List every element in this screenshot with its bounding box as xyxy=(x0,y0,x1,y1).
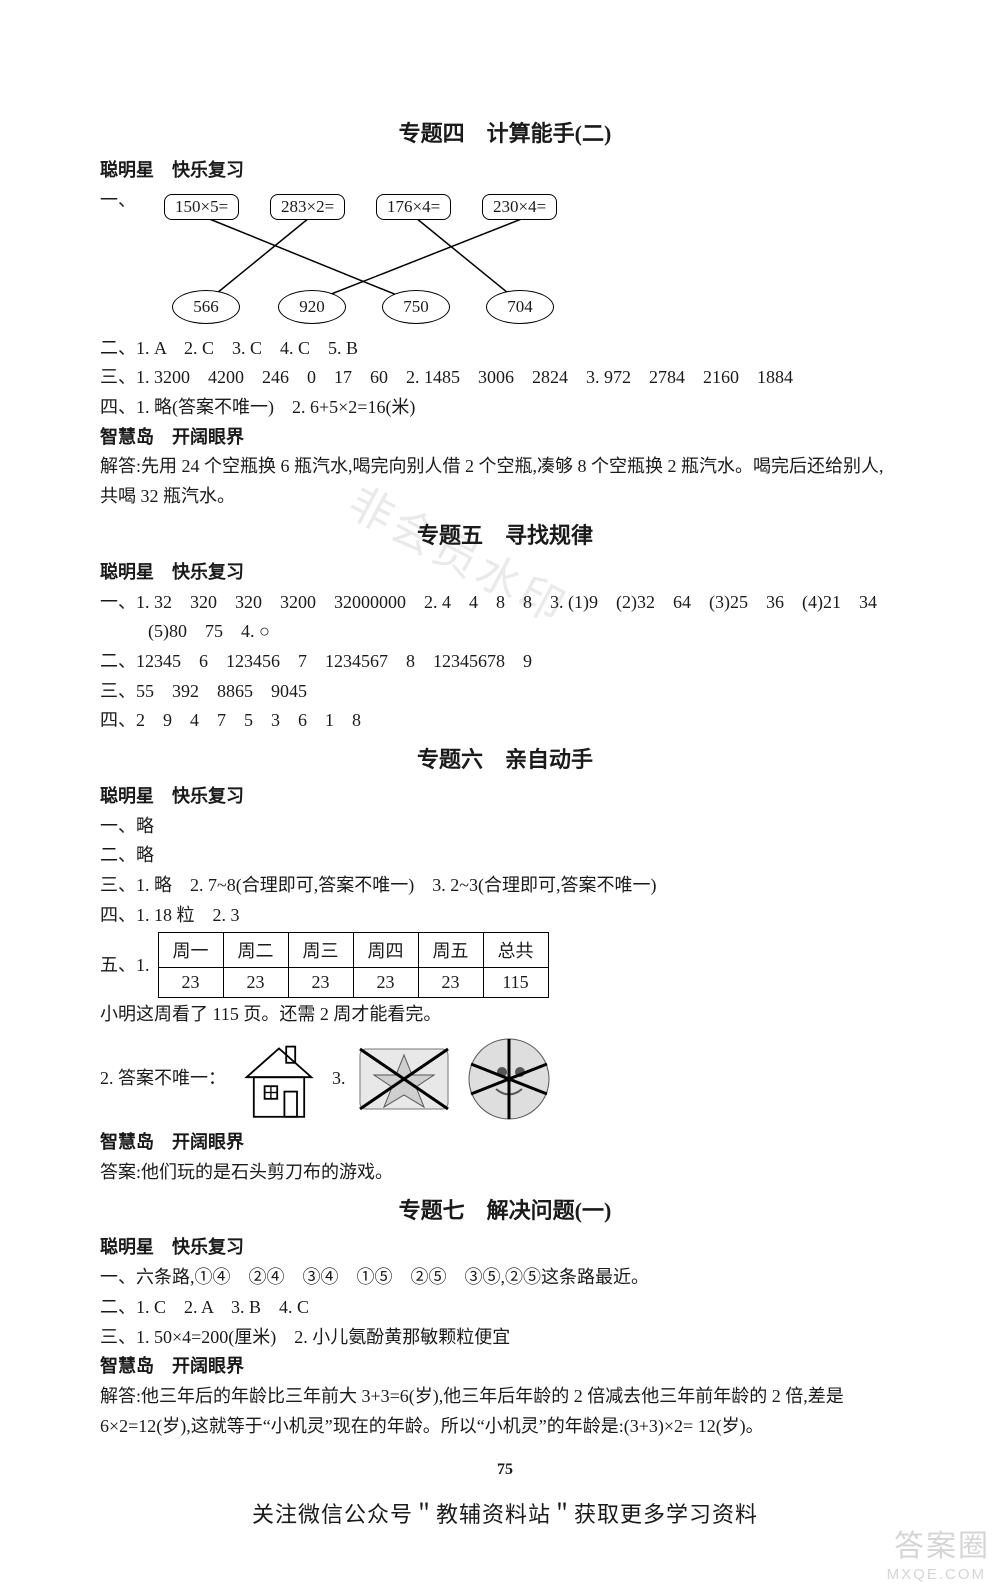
match-box-3: 230×4= xyxy=(482,194,557,220)
matching-diagram: 150×5= 283×2= 176×4= 230×4= 566 920 750 … xyxy=(164,190,604,330)
topic6-title: 专题六 亲自动手 xyxy=(100,742,910,774)
topic4-matching-row: 一、 150×5= 283×2= 176×4= 230×4= 566 920 7… xyxy=(100,186,910,334)
house-icon xyxy=(234,1034,324,1124)
match-result-0: 566 xyxy=(172,290,240,324)
topic6-line1: 一、略 xyxy=(100,812,910,842)
topic4-line2: 二、1. A 2. C 3. C 4. C 5. B xyxy=(100,334,910,364)
topic6-part3-label: 3. xyxy=(332,1064,346,1094)
match-result-2: 750 xyxy=(382,290,450,324)
table-row: 周一 周二 周三 周四 周五 总共 xyxy=(158,933,548,968)
topic7-line1: 一、六条路,①④ ②④ ③④ ①⑤ ②⑤ ③⑤,②⑤这条路最近。 xyxy=(100,1263,910,1293)
topic5-title: 专题五 寻找规律 xyxy=(100,518,910,550)
topic5-line3: 三、55 392 8865 9045 xyxy=(100,677,910,707)
td-4: 23 xyxy=(418,968,483,998)
topic6-images-row: 2. 答案不唯一： 3. xyxy=(100,1034,910,1124)
topic4-line4: 四、1. 略(答案不唯一) 2. 6+5×2=16(米) xyxy=(100,393,910,423)
topic4-title: 专题四 计算能手(二) xyxy=(100,116,910,148)
th-0: 周一 xyxy=(158,933,223,968)
topic7-wisdom-2: 6×2=12(岁),这就等于“小机灵”现在的年龄。所以“小机灵”的年龄是:(3+… xyxy=(100,1412,910,1442)
topic5-review-label: 聪明星 快乐复习 xyxy=(100,558,910,588)
topic4-wisdom-1: 解答:先用 24 个空瓶换 6 瓶汽水,喝完向别人借 2 个空瓶,凑够 8 个空… xyxy=(100,452,910,482)
match-result-3: 704 xyxy=(486,290,554,324)
table-row: 23 23 23 23 23 115 xyxy=(158,968,548,998)
page-number: 75 xyxy=(100,1461,910,1479)
td-5: 115 xyxy=(483,968,548,998)
pie-cut-icon xyxy=(462,1034,557,1124)
topic7-wisdom-1: 解答:他三年后的年龄比三年前大 3+3=6(岁),他三年后年龄的 2 倍减去他三… xyxy=(100,1382,910,1412)
td-2: 23 xyxy=(288,968,353,998)
th-1: 周二 xyxy=(223,933,288,968)
star-cut-icon xyxy=(354,1039,454,1119)
page-root: 非会员水印 专题四 计算能手(二) 聪明星 快乐复习 一、 150×5= 283… xyxy=(0,0,1000,1589)
topic4-line3: 三、1. 3200 4200 246 0 17 60 2. 1485 3006 … xyxy=(100,363,910,393)
topic5-line1b: (5)80 75 4. ○ xyxy=(100,617,910,647)
topic4-matching-label: 一、 xyxy=(100,186,136,216)
topic7-review-label: 聪明星 快乐复习 xyxy=(100,1233,910,1263)
th-4: 周五 xyxy=(418,933,483,968)
match-box-1: 283×2= xyxy=(270,194,345,220)
match-box-0: 150×5= xyxy=(164,194,239,220)
td-3: 23 xyxy=(353,968,418,998)
corner-url: MXQE.COM xyxy=(887,1566,986,1583)
th-2: 周三 xyxy=(288,933,353,968)
footer-text: 关注微信公众号＂教辅资料站＂获取更多学习资料 xyxy=(100,1497,910,1529)
topic4-wisdom-label: 智慧岛 开阔眼界 xyxy=(100,423,910,453)
topic7-line2: 二、1. C 2. A 3. B 4. C xyxy=(100,1293,910,1323)
week-table: 周一 周二 周三 周四 周五 总共 23 23 23 23 23 115 xyxy=(158,932,549,998)
corner-watermark: 答案圈 xyxy=(894,1521,990,1565)
topic5-line4: 四、2 9 4 7 5 3 6 1 8 xyxy=(100,706,910,736)
topic4-wisdom-2: 共喝 32 瓶汽水。 xyxy=(100,482,910,512)
topic6-five-label: 五、1. xyxy=(100,951,150,981)
topic6-line4: 四、1. 18 粒 2. 3 xyxy=(100,901,910,931)
topic6-wisdom-text: 答案:他们玩的是石头剪刀布的游戏。 xyxy=(100,1158,910,1188)
topic7-title: 专题七 解决问题(一) xyxy=(100,1193,910,1225)
topic6-table-row: 五、1. 周一 周二 周三 周四 周五 总共 23 23 23 23 23 11… xyxy=(100,930,910,1000)
topic5-line2: 二、12345 6 123456 7 1234567 8 12345678 9 xyxy=(100,647,910,677)
th-5: 总共 xyxy=(483,933,548,968)
match-result-1: 920 xyxy=(278,290,346,324)
topic7-line3: 三、1. 50×4=200(厘米) 2. 小儿氨酚黄那敏颗粒便宜 xyxy=(100,1323,910,1353)
topic6-line3: 三、1. 略 2. 7~8(合理即可,答案不唯一) 3. 2~3(合理即可,答案… xyxy=(100,871,910,901)
th-3: 周四 xyxy=(353,933,418,968)
topic6-line2: 二、略 xyxy=(100,841,910,871)
topic5-line1: 一、1. 32 320 320 3200 32000000 2. 4 4 8 8… xyxy=(100,588,910,618)
topic6-part2-label: 2. 答案不唯一： xyxy=(100,1064,226,1094)
topic6-wisdom-label: 智慧岛 开阔眼界 xyxy=(100,1128,910,1158)
td-0: 23 xyxy=(158,968,223,998)
topic6-line5a: 小明这周看了 115 页。还需 2 周才能看完。 xyxy=(100,1000,910,1030)
td-1: 23 xyxy=(223,968,288,998)
match-box-2: 176×4= xyxy=(376,194,451,220)
topic4-review-label: 聪明星 快乐复习 xyxy=(100,156,910,186)
topic6-review-label: 聪明星 快乐复习 xyxy=(100,782,910,812)
topic7-wisdom-label: 智慧岛 开阔眼界 xyxy=(100,1352,910,1382)
